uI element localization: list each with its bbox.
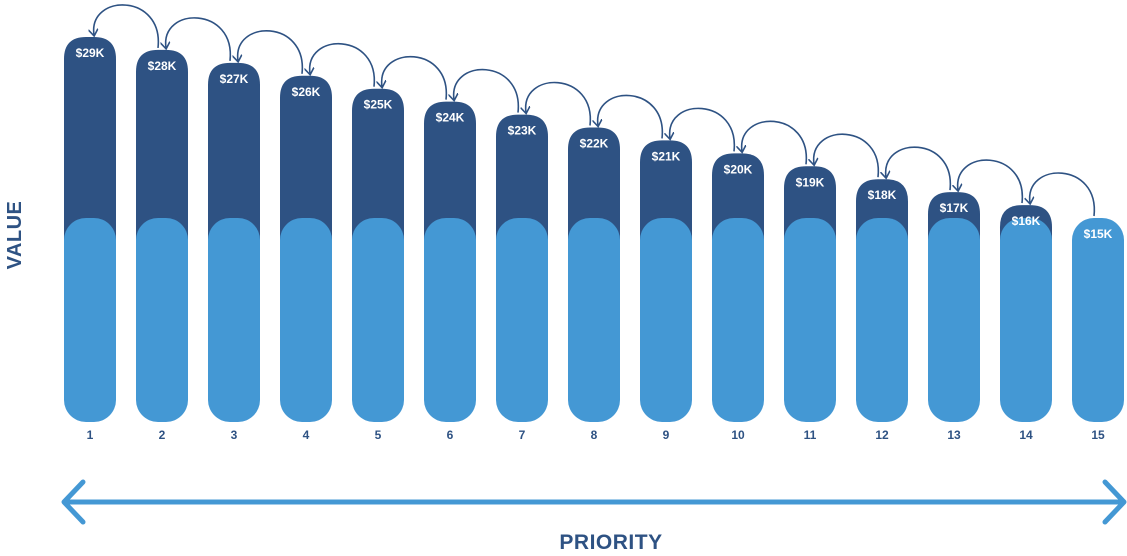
x-tick-label: 11	[804, 428, 817, 442]
bar-base-segment	[712, 218, 764, 422]
bar-value-label: $27K	[220, 72, 249, 86]
bar-1: $29K	[64, 37, 116, 422]
bar-base-segment	[1072, 218, 1124, 422]
x-tick-label: 6	[447, 428, 454, 442]
bar-base-segment	[136, 218, 188, 422]
x-axis-double-arrow	[61, 479, 1127, 525]
bar-3: $27K	[208, 62, 260, 422]
y-axis-label: VALUE	[4, 201, 26, 270]
x-tick-label: 9	[663, 428, 670, 442]
bar-upper-segment	[568, 127, 620, 240]
curved-arrow	[958, 159, 1023, 204]
bar-7: $23K	[496, 114, 548, 422]
bars: $29K $28K $27K $26K $25K $24K $23K $22K $21K $20K…	[64, 37, 1124, 422]
bar-value-label: $24K	[436, 111, 465, 125]
bar-value-label: $17K	[940, 201, 969, 215]
bar-value-label: $29K	[76, 46, 105, 60]
bar-upper-segment	[640, 140, 692, 240]
bar-12: $18K	[856, 179, 908, 422]
x-tick-label: 3	[231, 428, 238, 442]
bar-upper-segment	[280, 75, 332, 241]
bar-base-segment	[856, 218, 908, 422]
curved-arrow	[382, 56, 447, 100]
bar-base-segment	[424, 218, 476, 422]
bar-base-segment	[928, 218, 980, 422]
bar-upper-segment	[712, 153, 764, 240]
curved-arrow	[670, 107, 735, 152]
bar-value-label: $22K	[580, 137, 609, 151]
x-tick-label: 12	[875, 428, 889, 442]
bar-base-segment	[568, 218, 620, 422]
bar-2: $28K	[136, 49, 188, 422]
bar-base-segment	[208, 218, 260, 422]
bar-base-segment	[784, 218, 836, 422]
x-tick-label: 10	[731, 428, 745, 442]
x-tick-label: 15	[1091, 428, 1105, 442]
x-axis-arrowhead-right	[1102, 479, 1127, 525]
bar-8: $22K	[568, 127, 620, 422]
x-tick-label: 4	[303, 428, 310, 442]
x-axis-label: PRIORITY	[559, 531, 662, 554]
bar-value-label: $26K	[292, 85, 321, 99]
bar-upper-segment	[64, 37, 116, 240]
bar-value-label: $21K	[652, 149, 681, 163]
bar-upper-segment	[352, 88, 404, 240]
bar-14: $16K	[1000, 205, 1052, 422]
bar-base-segment	[496, 218, 548, 422]
x-tick-label: 2	[159, 428, 166, 442]
x-tick-label: 7	[519, 428, 526, 442]
curved-arrow	[598, 94, 663, 139]
x-tick-label: 1	[87, 428, 94, 442]
x-axis-arrowhead-left	[61, 479, 86, 525]
x-tick-label: 14	[1019, 428, 1033, 442]
curved-arrow	[526, 81, 591, 126]
bar-6: $24K	[424, 101, 476, 422]
bar-4: $26K	[280, 75, 332, 422]
bar-value-label: $28K	[148, 59, 177, 73]
curved-arrow	[310, 43, 375, 87]
bar-base-segment	[64, 218, 116, 422]
curved-arrow	[166, 17, 231, 61]
bar-value-label: $16K	[1012, 214, 1041, 228]
curved-arrow	[238, 30, 303, 74]
x-tick-labels: 1 2 3 4 5 6 7 8 9 10 11 12 13 14 15	[87, 428, 1105, 442]
curved-arrow	[814, 133, 879, 178]
x-tick-label: 5	[375, 428, 382, 442]
bar-value-label: $19K	[796, 175, 825, 189]
x-tick-label: 8	[591, 428, 598, 442]
bar-base-segment	[640, 218, 692, 422]
curved-arrow	[742, 120, 807, 165]
curved-arrow	[94, 4, 159, 49]
bar-5: $25K	[352, 88, 404, 422]
bar-base-segment	[1000, 218, 1052, 422]
bar-13: $17K	[928, 192, 980, 422]
bar-11: $19K	[784, 166, 836, 422]
bar-upper-segment	[424, 101, 476, 241]
curved-arrows	[94, 4, 1095, 217]
bar-value-label: $25K	[364, 98, 393, 112]
bar-base-segment	[280, 218, 332, 422]
bar-15: $15K	[1072, 218, 1124, 422]
curved-arrow	[454, 68, 519, 113]
bar-base-segment	[352, 218, 404, 422]
bar-value-label: $20K	[724, 162, 753, 176]
bar-10: $20K	[712, 153, 764, 422]
bar-upper-segment	[136, 49, 188, 240]
curved-arrow	[886, 146, 951, 191]
bar-9: $21K	[640, 140, 692, 422]
bar-upper-segment	[208, 62, 260, 240]
bar-value-label: $15K	[1084, 227, 1113, 241]
curved-arrow	[1030, 172, 1095, 217]
bar-value-label: $23K	[508, 124, 537, 138]
bar-upper-segment	[496, 114, 548, 240]
x-tick-label: 13	[947, 428, 961, 442]
bar-value-label: $18K	[868, 188, 897, 202]
